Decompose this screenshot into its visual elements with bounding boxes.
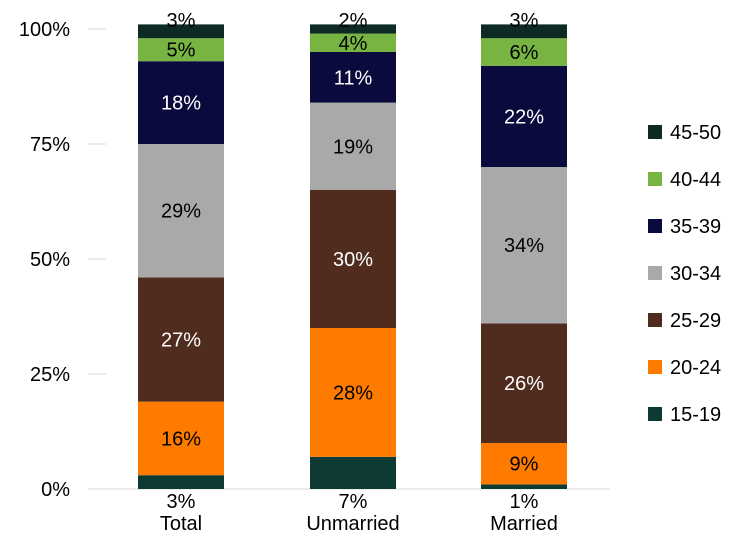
bar-segment-married-30-34 [481,167,567,324]
legend-label: 20-24 [670,357,721,379]
legend-swatch-20-24 [648,360,662,374]
legend-swatch-15-19 [648,407,662,421]
legend-label: 25-29 [670,310,721,332]
data-label: 6% [510,42,539,64]
bar-segment-total-15-19 [138,475,224,489]
bar-segment-unmarried-40-44 [310,33,396,52]
x-category-label: Unmarried [306,513,399,533]
bar-layer [138,24,567,489]
x-category-label: Married [490,513,558,533]
bar-segment-total-35-39 [138,61,224,145]
data-label: 34% [504,235,544,257]
bar-segment-unmarried-35-39 [310,52,396,103]
bar-segment-married-25-29 [481,323,567,443]
data-label: 26% [504,373,544,395]
y-tick-label: 0% [41,479,70,501]
data-label: 22% [504,106,544,128]
data-label: 16% [161,428,201,450]
data-label: 2% [339,10,368,32]
legend-label: 35-39 [670,216,721,238]
data-label: 3% [510,10,539,32]
data-label: 19% [333,136,373,158]
bar-segment-total-25-29 [138,277,224,402]
bar-segment-total-40-44 [138,38,224,62]
bar-segment-unmarried-45-50 [310,24,396,34]
bar-segment-unmarried-15-19 [310,456,396,489]
legend-label: 40-44 [670,169,721,191]
bar-segment-total-20-24 [138,401,224,476]
data-label: 27% [161,330,201,352]
bar-segment-unmarried-25-29 [310,190,396,328]
y-tick-label: 100% [19,19,70,41]
legend-swatch-45-50 [648,125,662,139]
y-tick-label: 75% [30,134,70,156]
bar-segment-unmarried-30-34 [310,102,396,190]
data-label: 28% [333,382,373,404]
y-tick-label: 50% [30,249,70,271]
bar-segment-married-45-50 [481,24,567,39]
legend-swatch-25-29 [648,313,662,327]
data-label: 3% [167,10,196,32]
bar-segment-married-35-39 [481,65,567,167]
data-label: 29% [161,201,201,223]
x-category-label: Total [160,513,202,533]
data-label: 3% [167,491,196,513]
data-label: 9% [510,454,539,476]
legend-label: 15-19 [670,404,721,426]
legend-label: 30-34 [670,263,721,285]
legend-swatch-40-44 [648,172,662,186]
data-label: 5% [167,40,196,62]
data-label: 4% [339,33,368,55]
data-label: 30% [333,249,373,271]
legend-label: 45-50 [670,122,721,144]
legend: 45-50 40-44 35-39 30-34 25-29 20-24 15-19 [648,122,721,426]
data-label: 7% [339,491,368,513]
bar-segment-total-45-50 [138,24,224,39]
data-label: 18% [161,93,201,115]
bar-segment-total-30-34 [138,144,224,278]
y-tick-label: 25% [30,364,70,386]
legend-swatch-30-34 [648,266,662,280]
bar-segment-unmarried-20-24 [310,328,396,457]
bar-segment-married-15-19 [481,484,567,489]
bar-segment-married-40-44 [481,38,567,66]
data-label: 11% [334,67,373,89]
data-label-layer: 3% 16% 27% 29% 18% 5% 3% 7% 28% 30% 19% 11% 4%2% 1% 9%… [161,10,544,513]
bar-segment-married-20-24 [481,443,567,485]
legend-swatch-35-39 [648,219,662,233]
data-label: 1% [510,491,539,513]
